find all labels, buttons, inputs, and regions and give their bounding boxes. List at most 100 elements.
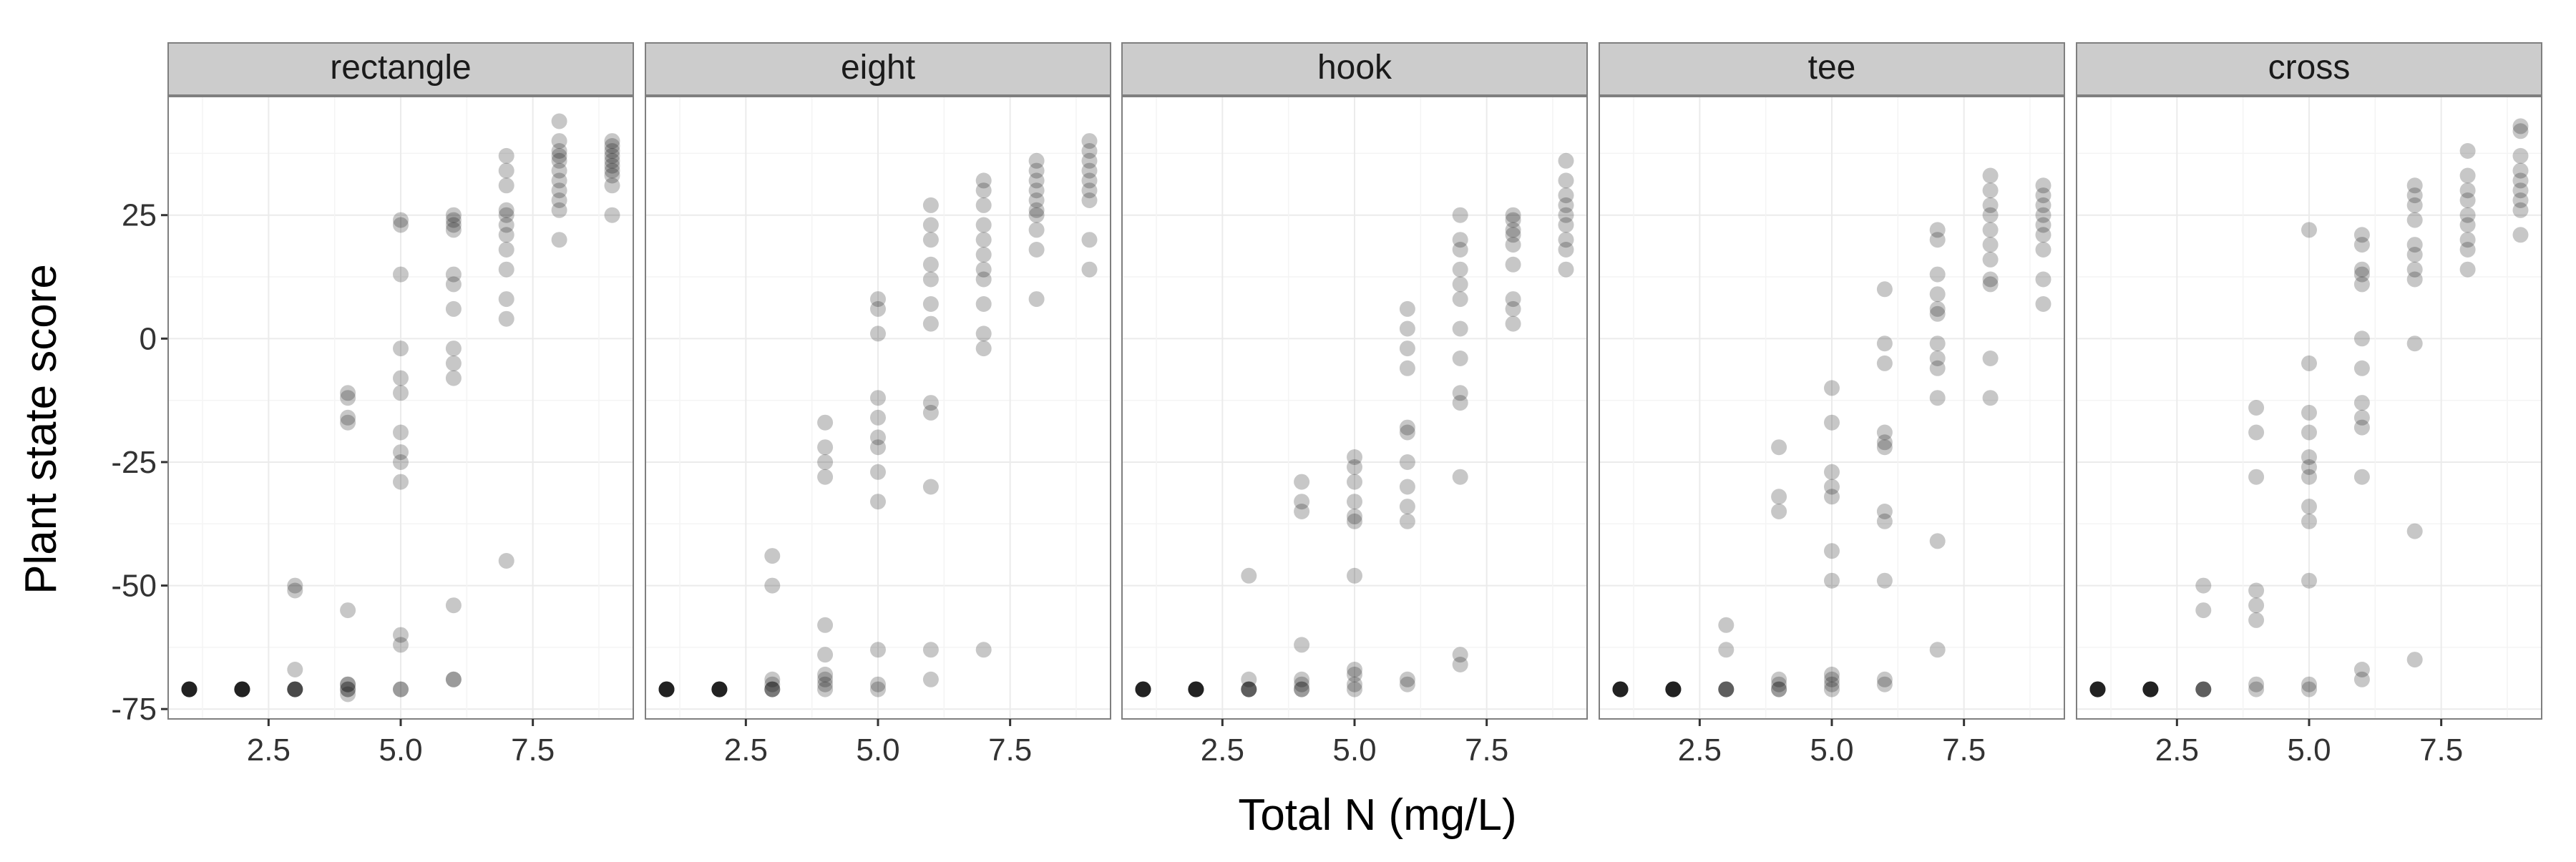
x-tick-label: 7.5 <box>1465 733 1508 768</box>
data-point <box>604 138 620 154</box>
data-point <box>711 681 728 697</box>
data-point <box>2089 681 2106 697</box>
x-tick-label: 5.0 <box>2287 733 2331 768</box>
data-point <box>2353 360 2370 376</box>
data-point <box>1399 499 1415 515</box>
data-point <box>975 182 992 199</box>
data-point <box>1771 671 1787 687</box>
data-point <box>1612 681 1629 697</box>
data-point <box>181 681 197 697</box>
data-point <box>340 681 356 697</box>
data-point <box>2248 681 2265 697</box>
data-point <box>2089 681 2106 697</box>
data-point <box>1824 671 1840 687</box>
data-point <box>340 676 356 692</box>
data-point <box>1876 281 1893 298</box>
data-point <box>2406 247 2423 263</box>
data-point <box>1399 454 1415 470</box>
data-point <box>2301 572 2317 589</box>
data-point <box>764 548 781 564</box>
data-point <box>1294 671 1310 687</box>
data-point <box>1399 360 1415 376</box>
y-tick-label: -25 <box>111 445 157 480</box>
data-point <box>498 147 514 164</box>
data-point <box>2406 523 2423 539</box>
data-point <box>1347 494 1362 510</box>
data-point <box>1241 681 1257 697</box>
data-point <box>287 681 303 697</box>
data-point <box>604 162 620 179</box>
x-tick-label: 5.0 <box>1810 733 1853 768</box>
data-point <box>287 577 303 594</box>
data-point <box>1135 681 1151 697</box>
data-point <box>2035 296 2051 312</box>
data-point <box>1982 351 1999 366</box>
data-point <box>287 681 303 697</box>
data-point <box>711 681 728 697</box>
data-point <box>1665 681 1682 697</box>
data-point <box>1929 642 1946 658</box>
data-point <box>1452 242 1468 258</box>
data-point <box>604 133 620 150</box>
data-point <box>658 681 675 697</box>
data-point <box>2035 271 2051 288</box>
data-point <box>2512 202 2529 218</box>
x-tick-label: 7.5 <box>2419 733 2463 768</box>
data-point <box>234 681 250 697</box>
data-point <box>1824 666 1840 682</box>
data-point <box>1081 162 1098 179</box>
data-point <box>1558 217 1574 233</box>
data-point <box>658 681 675 697</box>
data-point <box>2512 123 2529 139</box>
data-point <box>234 681 250 697</box>
data-point <box>551 182 567 199</box>
data-point <box>1718 642 1735 658</box>
data-point <box>1028 152 1045 169</box>
data-point <box>1824 676 1840 692</box>
data-point <box>2353 395 2370 411</box>
data-point <box>1558 197 1574 213</box>
data-point <box>393 444 409 461</box>
data-point <box>393 217 409 233</box>
data-point <box>1665 681 1682 697</box>
data-point <box>1982 271 1999 288</box>
data-point <box>1982 276 1999 293</box>
data-point <box>975 642 992 658</box>
data-point <box>2089 681 2106 697</box>
data-point <box>922 256 939 273</box>
data-point <box>975 197 992 213</box>
data-point <box>870 300 886 317</box>
data-point <box>2089 681 2106 697</box>
data-point <box>2035 197 2051 213</box>
data-point <box>870 439 886 456</box>
facet-strip <box>645 42 1111 96</box>
data-point <box>2301 499 2317 515</box>
data-point <box>393 212 409 228</box>
data-point <box>1347 508 1362 524</box>
data-point <box>2301 459 2317 475</box>
data-point <box>498 217 514 233</box>
data-point <box>2248 424 2265 441</box>
data-point <box>2035 242 2051 258</box>
data-point <box>393 266 409 283</box>
data-point <box>1452 395 1468 411</box>
data-point <box>551 192 567 208</box>
data-point <box>2353 662 2370 677</box>
data-point <box>2459 167 2476 184</box>
data-point <box>181 681 197 697</box>
data-point <box>393 637 409 653</box>
data-point <box>1558 172 1574 189</box>
data-point <box>2406 177 2423 194</box>
data-point <box>2406 271 2423 288</box>
data-point <box>2195 681 2212 697</box>
y-axis-title: Plant state score <box>16 264 66 594</box>
data-point <box>2406 237 2423 253</box>
data-point <box>2353 266 2370 283</box>
data-point <box>975 232 992 248</box>
data-point <box>2353 469 2370 485</box>
data-point <box>922 395 939 411</box>
data-point <box>2301 676 2317 692</box>
data-point <box>2353 409 2370 426</box>
data-point <box>817 671 834 687</box>
